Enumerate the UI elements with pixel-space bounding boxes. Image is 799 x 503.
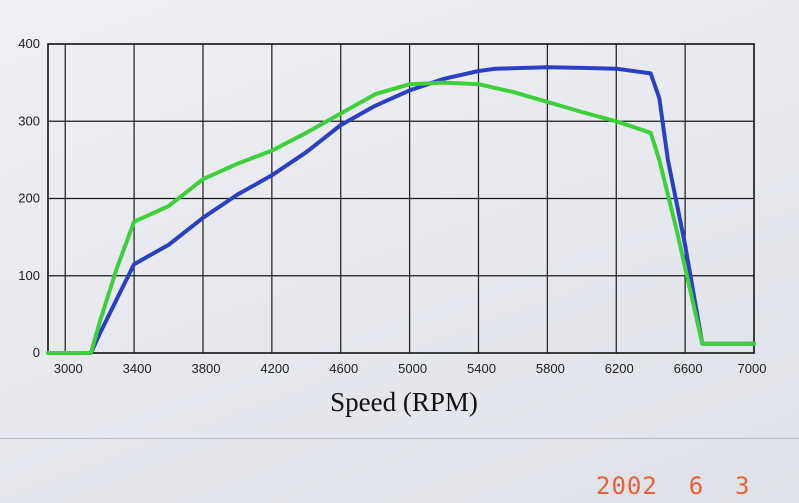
x-tick-label-0: 3000 — [54, 361, 83, 376]
y-tick-labels: 0 100 200 300 400 — [18, 36, 40, 360]
x-tick-label-1: 3400 — [123, 361, 152, 376]
x-tick-label-10: 7000 — [738, 361, 767, 376]
y-tick-label-1: 100 — [18, 268, 40, 283]
y-tick-label-0: 0 — [33, 345, 40, 360]
x-axis-title: Speed (RPM) — [330, 387, 478, 417]
x-tick-label-5: 5000 — [398, 361, 427, 376]
y-tick-label-3: 300 — [18, 113, 40, 128]
series-line-1 — [46, 80, 756, 355]
x-tick-label-9: 6600 — [674, 361, 703, 376]
x-tick-label-8: 6200 — [605, 361, 634, 376]
x-tick-labels: 3000 3400 3800 4200 4600 5000 5400 5800 6200 6600… — [54, 361, 767, 376]
x-tick-label-3: 4200 — [260, 361, 289, 376]
series-line-0 — [46, 65, 756, 355]
x-tick-label-7: 5800 — [536, 361, 565, 376]
horizontal-gridlines — [48, 120, 754, 277]
torque-power-chart: 3000 3400 3800 4200 4600 5000 5400 5800 6200 6600… — [18, 36, 767, 417]
date-stamp: 2002 6 3 — [596, 472, 751, 500]
y-tick-label-4: 400 — [18, 36, 40, 51]
paper-edge-line — [0, 438, 799, 439]
x-tick-label-2: 3800 — [192, 361, 221, 376]
plot-frame — [47, 43, 755, 354]
x-tick-label-6: 5400 — [467, 361, 496, 376]
y-tick-label-2: 200 — [18, 191, 40, 206]
series-layer — [46, 65, 756, 355]
x-tick-label-4: 4600 — [329, 361, 358, 376]
